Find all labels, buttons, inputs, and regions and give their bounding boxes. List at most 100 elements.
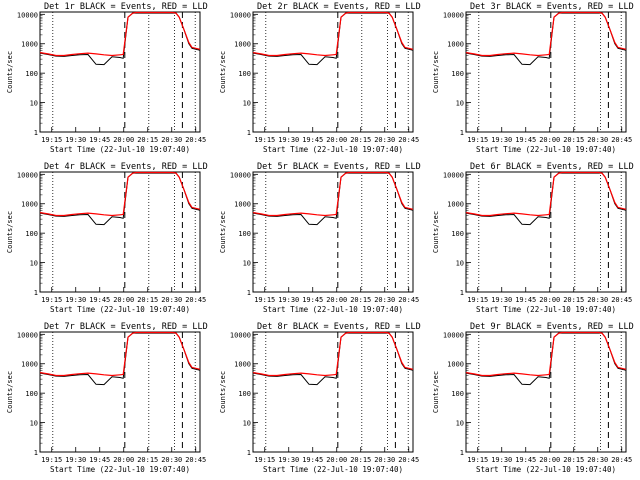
x-tick-label: 19:30 — [278, 296, 299, 304]
x-tick-label: 20:45 — [398, 296, 419, 304]
x-tick-label: 20:15 — [350, 456, 371, 464]
x-tick-label: 20:45 — [611, 296, 632, 304]
y-axis-label: Counts/sec — [432, 51, 440, 93]
series-line-events — [465, 332, 627, 386]
chart-title: Det 3r BLACK = Events, RED = LLD — [470, 2, 634, 12]
y-axis-label: Counts/sec — [6, 211, 14, 253]
x-tick-label: 19:30 — [278, 456, 299, 464]
chart-panel-2: Det 2r BLACK = Events, RED = LLD 1 10 100 10… — [219, 2, 421, 154]
chart-panel-7: Det 7r BLACK = Events, RED = LLD 1 10 100 10… — [6, 322, 208, 474]
x-tick-label: 20:30 — [161, 136, 182, 144]
x-tick-label: 20:15 — [137, 296, 158, 304]
x-tick-label: 19:30 — [278, 136, 299, 144]
x-tick-label: 19:15 — [41, 296, 62, 304]
x-tick-label: 19:45 — [89, 296, 110, 304]
x-tick-label: 20:45 — [185, 296, 206, 304]
x-tick-label: 19:30 — [65, 296, 86, 304]
x-tick-label: 20:45 — [611, 136, 632, 144]
x-tick-label: 19:30 — [65, 136, 86, 144]
x-tick-label: 20:30 — [587, 296, 608, 304]
x-tick-label: 20:45 — [185, 136, 206, 144]
plot-frame — [465, 171, 627, 293]
x-tick-label: 19:15 — [254, 296, 275, 304]
x-axis-label: Start Time (22-Jul-10 19:07:40) — [50, 145, 190, 154]
y-tick-label: 10 — [456, 420, 464, 428]
y-tick-label: 10000 — [443, 171, 464, 179]
y-tick-label: 100 — [25, 70, 38, 78]
x-tick-label: 19:30 — [65, 456, 86, 464]
y-axis-label: Counts/sec — [219, 371, 227, 413]
x-tick-label: 19:45 — [302, 296, 323, 304]
x-tick-label: 20:45 — [398, 456, 419, 464]
y-tick-label: 10000 — [17, 171, 38, 179]
series-line-lld — [252, 171, 414, 217]
series-line-lld — [39, 171, 201, 217]
series-line-lld — [465, 11, 627, 57]
y-axis-label: Counts/sec — [432, 371, 440, 413]
y-axis-label: Counts/sec — [219, 51, 227, 93]
series-line-lld — [465, 331, 627, 377]
x-tick-label: 20:15 — [137, 136, 158, 144]
x-tick-label: 19:15 — [254, 456, 275, 464]
x-axis-label: Start Time (22-Jul-10 19:07:40) — [476, 145, 616, 154]
plot-frame — [39, 171, 201, 293]
y-tick-label: 1 — [460, 129, 464, 137]
x-tick-label: 19:30 — [491, 296, 512, 304]
y-tick-label: 10000 — [230, 171, 251, 179]
y-tick-label: 1 — [460, 289, 464, 297]
y-tick-label: 100 — [238, 230, 251, 238]
x-axis-label: Start Time (22-Jul-10 19:07:40) — [50, 305, 190, 314]
plot-frame — [252, 11, 414, 133]
x-tick-label: 20:30 — [587, 456, 608, 464]
y-tick-label: 100 — [238, 390, 251, 398]
y-tick-label: 10 — [456, 260, 464, 268]
y-tick-label: 100 — [238, 70, 251, 78]
y-tick-label: 1000 — [234, 201, 251, 209]
x-tick-label: 19:15 — [41, 456, 62, 464]
y-axis-label: Counts/sec — [6, 371, 14, 413]
chart-panel-5: Det 5r BLACK = Events, RED = LLD 1 10 100 10… — [219, 162, 421, 314]
x-tick-label: 20:00 — [326, 456, 347, 464]
x-tick-label: 19:45 — [89, 136, 110, 144]
y-tick-label: 10 — [30, 100, 38, 108]
y-axis-label: Counts/sec — [432, 211, 440, 253]
y-tick-label: 10 — [30, 260, 38, 268]
x-tick-label: 20:45 — [398, 136, 419, 144]
series-line-events — [39, 172, 201, 226]
y-axis-label: Counts/sec — [219, 211, 227, 253]
y-tick-label: 1 — [34, 289, 38, 297]
x-tick-label: 19:45 — [89, 456, 110, 464]
y-tick-label: 1000 — [447, 41, 464, 49]
x-axis-label: Start Time (22-Jul-10 19:07:40) — [476, 465, 616, 474]
chart-panel-9: Det 9r BLACK = Events, RED = LLD 1 10 100 10… — [432, 322, 634, 474]
series-line-events — [465, 12, 627, 66]
y-axis-label: Counts/sec — [6, 51, 14, 93]
plot-frame — [252, 331, 414, 453]
y-tick-label: 10000 — [17, 11, 38, 19]
plot-frame — [465, 331, 627, 453]
series-line-lld — [252, 11, 414, 57]
x-tick-label: 19:15 — [467, 136, 488, 144]
x-tick-label: 20:15 — [563, 296, 584, 304]
y-tick-label: 1 — [34, 449, 38, 457]
x-axis-label: Start Time (22-Jul-10 19:07:40) — [476, 305, 616, 314]
x-tick-label: 19:15 — [41, 136, 62, 144]
x-tick-label: 20:30 — [374, 296, 395, 304]
series-line-events — [465, 172, 627, 226]
x-tick-label: 19:45 — [515, 296, 536, 304]
chart-panel-6: Det 6r BLACK = Events, RED = LLD 1 10 100 10… — [432, 162, 634, 314]
x-tick-label: 20:15 — [350, 136, 371, 144]
plot-frame — [465, 11, 627, 133]
series-line-lld — [252, 331, 414, 377]
y-tick-label: 1000 — [21, 41, 38, 49]
y-tick-label: 1000 — [21, 201, 38, 209]
x-axis-label: Start Time (22-Jul-10 19:07:40) — [50, 465, 190, 474]
x-tick-label: 19:15 — [467, 456, 488, 464]
y-tick-label: 1000 — [447, 201, 464, 209]
y-tick-label: 1 — [460, 449, 464, 457]
y-tick-label: 1 — [247, 449, 251, 457]
chart-title: Det 6r BLACK = Events, RED = LLD — [470, 162, 634, 172]
y-tick-label: 100 — [25, 230, 38, 238]
y-tick-label: 10000 — [230, 331, 251, 339]
